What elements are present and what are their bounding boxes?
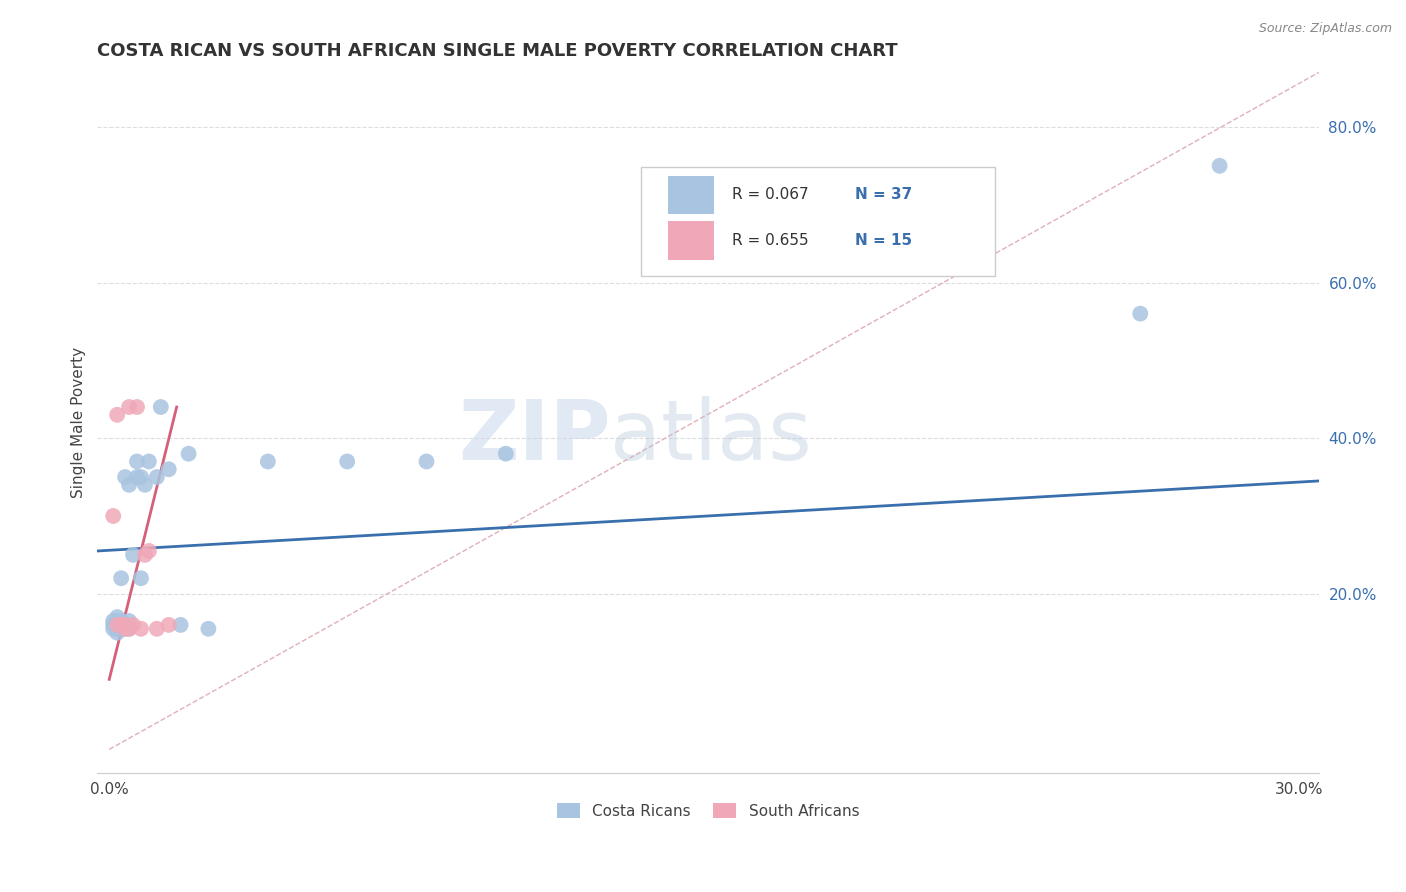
Text: ZIP: ZIP [458, 396, 610, 477]
Point [125, 470, 148, 484]
Point [110, 571, 132, 585]
Point [105, 622, 128, 636]
Point [125, 400, 148, 414]
Point [114, 622, 136, 636]
Bar [668, 221, 714, 260]
Point [110, 614, 132, 628]
Point [114, 618, 136, 632]
Point [114, 470, 136, 484]
Point [110, 622, 132, 636]
Bar [668, 176, 714, 214]
Point [110, 618, 132, 632]
Point [122, 618, 145, 632]
Point [105, 618, 128, 632]
Y-axis label: Single Male Poverty: Single Male Poverty [72, 347, 86, 498]
Point [103, 508, 125, 523]
Point [129, 622, 152, 636]
Point [149, 400, 172, 414]
Text: COSTA RICAN VS SOUTH AFRICAN SINGLE MALE POVERTY CORRELATION CHART: COSTA RICAN VS SOUTH AFRICAN SINGLE MALE… [97, 42, 898, 60]
Point [105, 625, 128, 640]
Point [118, 614, 141, 628]
Point [138, 454, 160, 468]
Point [1129, 307, 1152, 321]
Text: N = 15: N = 15 [855, 233, 911, 248]
Point [1208, 159, 1230, 173]
Point [105, 614, 128, 628]
FancyBboxPatch shape [641, 167, 995, 276]
Text: R = 0.655: R = 0.655 [733, 233, 808, 248]
Point [146, 622, 169, 636]
Text: N = 37: N = 37 [855, 187, 912, 202]
Point [146, 470, 169, 484]
Point [134, 548, 156, 562]
Point [114, 622, 136, 636]
Point [114, 618, 136, 632]
Point [336, 454, 359, 468]
Point [103, 622, 125, 636]
Point [157, 462, 180, 476]
Point [118, 478, 141, 492]
Text: R = 0.067: R = 0.067 [733, 187, 808, 202]
Point [122, 548, 145, 562]
Point [415, 454, 437, 468]
Text: Source: ZipAtlas.com: Source: ZipAtlas.com [1258, 22, 1392, 36]
Point [157, 618, 180, 632]
Point [118, 622, 141, 636]
Point [169, 618, 191, 632]
Point [118, 622, 141, 636]
Point [138, 544, 160, 558]
Point [125, 454, 148, 468]
Text: atlas: atlas [610, 396, 813, 477]
Point [103, 618, 125, 632]
Point [257, 454, 280, 468]
Point [177, 447, 200, 461]
Point [495, 447, 517, 461]
Point [118, 400, 141, 414]
Point [110, 618, 132, 632]
Point [105, 408, 128, 422]
Point [105, 618, 128, 632]
Point [129, 470, 152, 484]
Legend: Costa Ricans, South Africans: Costa Ricans, South Africans [551, 797, 865, 824]
Point [103, 614, 125, 628]
Point [129, 571, 152, 585]
Point [134, 478, 156, 492]
Point [105, 610, 128, 624]
Point [197, 622, 219, 636]
